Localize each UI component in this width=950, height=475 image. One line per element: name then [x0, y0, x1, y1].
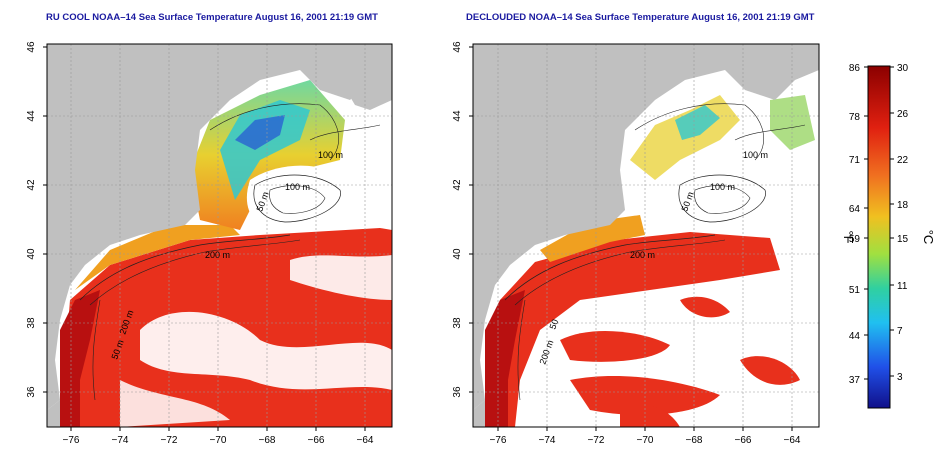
isobath-100m-georges [253, 174, 341, 223]
contour-label: 100 m [710, 182, 735, 192]
lon-tick-label: −70 [637, 435, 654, 446]
lon-tick-label: −76 [490, 435, 507, 446]
lat-tick-label: 36 [452, 386, 463, 398]
scotian-shelf-region [770, 95, 815, 150]
warm-patch [570, 375, 720, 415]
lat-tick-label: 38 [26, 317, 37, 329]
isobath-50m-georges [269, 185, 326, 214]
lon-tick-label: −64 [357, 435, 374, 446]
contour-label: 200 m [630, 250, 655, 260]
cloud-patch [140, 311, 392, 390]
map-frame [472, 43, 820, 428]
lat-tick-label: 42 [452, 179, 463, 191]
warm-patch [680, 296, 730, 318]
warm-patch [740, 356, 800, 385]
celsius-tick-label: 18 [897, 200, 909, 211]
warm-patch [620, 403, 680, 427]
celsius-tick-label: 3 [897, 372, 903, 383]
left-map-title: RU COOL NOAA–14 Sea Surface Temperature … [46, 12, 378, 23]
cloud-georges-bank [246, 165, 352, 230]
hot-coastal-water [485, 290, 525, 427]
fahrenheit-tick-label: 64 [849, 204, 861, 215]
contour-label: 100 m [285, 182, 310, 192]
cold-water-region [235, 115, 285, 150]
lat-tick-label: 40 [26, 248, 37, 260]
celsius-unit-label: °C [921, 230, 936, 245]
lat-tick-label: 40 [452, 248, 463, 260]
fahrenheit-tick-label: 86 [849, 63, 861, 74]
isobath-50m-georges [694, 185, 751, 214]
lon-tick-label: −72 [588, 435, 605, 446]
fahrenheit-tick-label: 78 [849, 112, 861, 123]
lon-tick-label: −74 [112, 435, 129, 446]
fahrenheit-tick-label: 51 [849, 285, 861, 296]
map-frame [46, 43, 393, 428]
lon-tick-label: −64 [784, 435, 801, 446]
colorbar-ticks [864, 66, 894, 380]
colorbar-gradient [867, 65, 891, 409]
celsius-tick-label: 22 [897, 155, 909, 166]
isobath-100m-georges [678, 174, 766, 223]
contour-label: 100 m [743, 150, 768, 160]
isobath-200m [79, 234, 291, 301]
cloud-patch [290, 255, 392, 300]
right-sst-map[interactable]: 100 m 100 m 50 m 200 m 50 200 m −76 −74 … [420, 0, 840, 475]
lon-tick-label: −68 [259, 435, 276, 446]
fahrenheit-tick-label: 71 [849, 155, 861, 166]
fahrenheit-tick-label: 44 [849, 331, 861, 342]
lat-tick-label: 38 [452, 317, 463, 329]
celsius-tick-label: 7 [897, 326, 903, 337]
lon-tick-label: −70 [210, 435, 227, 446]
graticule [473, 44, 819, 427]
warm-patch [560, 330, 670, 362]
lon-tick-label: −72 [161, 435, 178, 446]
lon-tick-label: −68 [686, 435, 703, 446]
graticule [47, 44, 392, 427]
isobath-south [517, 299, 526, 401]
contour-label: 200 m [205, 250, 230, 260]
contour-label: 50 [547, 318, 560, 331]
left-sst-map[interactable]: 100 m 100 m 50 m 200 m 200 m 50 m −76 −7… [0, 0, 420, 475]
land-mass [473, 44, 819, 410]
fahrenheit-tick-label: 59 [849, 234, 861, 245]
lon-tick-label: −66 [308, 435, 325, 446]
isobath-contour [89, 239, 301, 306]
slope-water-region [540, 215, 645, 262]
hot-coastal-water [60, 290, 100, 427]
lat-tick-label: 46 [26, 41, 37, 53]
lat-tick-label: 46 [452, 41, 463, 53]
celsius-tick-label: 30 [897, 63, 909, 74]
cool-water-region [675, 105, 720, 140]
isobath-contour [514, 239, 726, 306]
slope-water-region [75, 225, 240, 290]
lon-tick-label: −76 [63, 435, 80, 446]
lat-tick-label: 36 [26, 386, 37, 398]
fahrenheit-unit-label: °F [841, 230, 856, 243]
lat-tick-label: 42 [26, 179, 37, 191]
lon-tick-label: −66 [735, 435, 752, 446]
celsius-tick-label: 15 [897, 234, 909, 245]
isobath-scotian [734, 124, 806, 141]
nova-scotia-land [340, 70, 392, 110]
right-map-title: DECLOUDED NOAA–14 Sea Surface Temperatur… [466, 12, 815, 23]
celsius-tick-label: 11 [897, 281, 908, 292]
isobath-south [92, 299, 101, 401]
temperature-colorbar: 86 78 71 64 59 51 44 37 30 26 22 18 15 1… [841, 63, 936, 409]
isobath-200m [504, 234, 716, 301]
lat-tick-label: 44 [26, 110, 37, 122]
celsius-tick-label: 26 [897, 109, 909, 120]
fahrenheit-tick-label: 37 [849, 375, 861, 386]
warm-water-region [495, 232, 780, 427]
axis-ticks [43, 46, 366, 431]
lon-tick-label: −74 [539, 435, 556, 446]
lat-tick-label: 44 [452, 110, 463, 122]
cool-water-region [220, 100, 310, 200]
contour-label: 100 m [318, 150, 343, 160]
land-mass [47, 44, 392, 410]
axis-ticks [469, 46, 793, 431]
